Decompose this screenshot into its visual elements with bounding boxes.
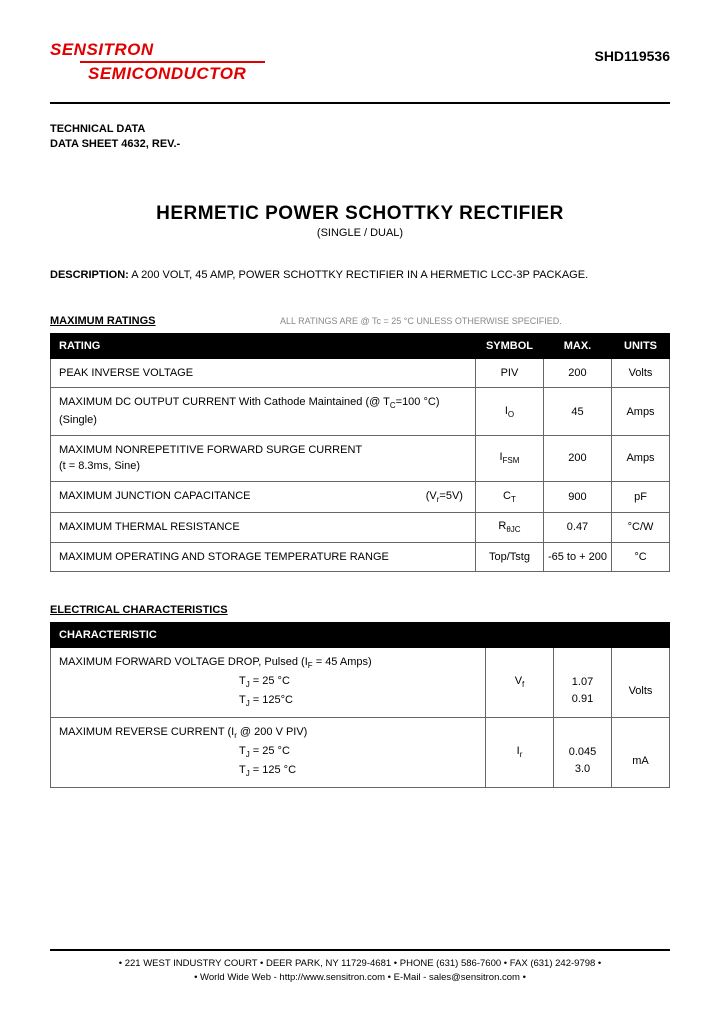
units-cell: Volts bbox=[612, 358, 670, 388]
rating-cell: MAXIMUM THERMAL RESISTANCE bbox=[51, 513, 476, 543]
max-cell: -65 to + 200 bbox=[543, 542, 611, 572]
electrical-table: CHARACTERISTIC MAXIMUM FORWARD VOLTAGE D… bbox=[50, 622, 670, 788]
table-row: MAXIMUM OPERATING AND STORAGE TEMPERATUR… bbox=[51, 542, 670, 572]
header-rule bbox=[50, 102, 670, 104]
table-row: PEAK INVERSE VOLTAGE PIV 200 Volts bbox=[51, 358, 670, 388]
ratings-note: ALL RATINGS ARE @ Tc = 25 °C UNLESS OTHE… bbox=[280, 316, 562, 326]
th-rating: RATING bbox=[51, 333, 476, 358]
value-cell: 1.070.91 bbox=[554, 648, 612, 718]
table-row: MAXIMUM FORWARD VOLTAGE DROP, Pulsed (IF… bbox=[51, 648, 670, 718]
units-cell: Amps bbox=[612, 435, 670, 481]
page-subtitle: (SINGLE / DUAL) bbox=[50, 227, 670, 239]
max-cell: 200 bbox=[543, 435, 611, 481]
units-cell: mA bbox=[612, 718, 670, 788]
table-header-row: CHARACTERISTIC bbox=[51, 623, 670, 648]
table-row: MAXIMUM DC OUTPUT CURRENT With Cathode M… bbox=[51, 388, 670, 436]
tech-data-line1: TECHNICAL DATA bbox=[50, 122, 670, 137]
rating-cell: MAXIMUM OPERATING AND STORAGE TEMPERATUR… bbox=[51, 542, 476, 572]
rating-cell: MAXIMUM JUNCTION CAPACITANCE(Vr=5V) bbox=[51, 481, 476, 512]
table-row: MAXIMUM THERMAL RESISTANCE RθJC 0.47 °C/… bbox=[51, 513, 670, 543]
symbol-cell: Top/Tstg bbox=[475, 542, 543, 572]
symbol-cell: RθJC bbox=[475, 513, 543, 543]
symbol-cell: CT bbox=[475, 481, 543, 512]
symbol-cell: Ir bbox=[486, 718, 554, 788]
logo-line2: SEMICONDUCTOR bbox=[88, 64, 670, 84]
characteristic-cell: MAXIMUM REVERSE CURRENT (Ir @ 200 V PIV)… bbox=[51, 718, 486, 788]
logo-underline bbox=[80, 61, 265, 63]
max-ratings-heading-row: MAXIMUM RATINGS ALL RATINGS ARE @ Tc = 2… bbox=[50, 311, 670, 329]
part-number: SHD119536 bbox=[594, 48, 670, 64]
max-cell: 200 bbox=[543, 358, 611, 388]
units-cell: Amps bbox=[612, 388, 670, 436]
electrical-heading: ELECTRICAL CHARACTERISTICS bbox=[50, 604, 228, 616]
description-text: A 200 VOLT, 45 AMP, POWER SCHOTTKY RECTI… bbox=[129, 269, 588, 281]
value-cell: 0.0453.0 bbox=[554, 718, 612, 788]
table-row: MAXIMUM JUNCTION CAPACITANCE(Vr=5V) CT 9… bbox=[51, 481, 670, 512]
symbol-cell: Vf bbox=[486, 648, 554, 718]
symbol-cell: IFSM bbox=[475, 435, 543, 481]
max-cell: 0.47 bbox=[543, 513, 611, 543]
rating-cell: MAXIMUM DC OUTPUT CURRENT With Cathode M… bbox=[51, 388, 476, 436]
max-ratings-table: RATING SYMBOL MAX. UNITS PEAK INVERSE VO… bbox=[50, 333, 670, 572]
th-max: MAX. bbox=[543, 333, 611, 358]
technical-data-block: TECHNICAL DATA DATA SHEET 4632, REV.- bbox=[50, 122, 670, 153]
table-header-row: RATING SYMBOL MAX. UNITS bbox=[51, 333, 670, 358]
logo-line1: SENSITRON bbox=[50, 40, 670, 60]
table-row: MAXIMUM REVERSE CURRENT (Ir @ 200 V PIV)… bbox=[51, 718, 670, 788]
max-cell: 45 bbox=[543, 388, 611, 436]
th-characteristic: CHARACTERISTIC bbox=[51, 623, 670, 648]
max-ratings-heading: MAXIMUM RATINGS bbox=[50, 315, 156, 327]
max-cell: 900 bbox=[543, 481, 611, 512]
footer-line1: • 221 WEST INDUSTRY COURT • DEER PARK, N… bbox=[50, 957, 670, 970]
th-units: UNITS bbox=[612, 333, 670, 358]
tech-data-line2: DATA SHEET 4632, REV.- bbox=[50, 137, 670, 152]
rating-cell: PEAK INVERSE VOLTAGE bbox=[51, 358, 476, 388]
rating-cell: MAXIMUM NONREPETITIVE FORWARD SURGE CURR… bbox=[51, 435, 476, 481]
characteristic-cell: MAXIMUM FORWARD VOLTAGE DROP, Pulsed (IF… bbox=[51, 648, 486, 718]
th-symbol: SYMBOL bbox=[475, 333, 543, 358]
units-cell: pF bbox=[612, 481, 670, 512]
footer-line2: • World Wide Web - http://www.sensitron.… bbox=[50, 971, 670, 984]
symbol-cell: IO bbox=[475, 388, 543, 436]
description: DESCRIPTION: A 200 VOLT, 45 AMP, POWER S… bbox=[50, 269, 670, 281]
units-cell: °C/W bbox=[612, 513, 670, 543]
symbol-cell: PIV bbox=[475, 358, 543, 388]
description-label: DESCRIPTION: bbox=[50, 269, 129, 281]
company-logo: SENSITRON SEMICONDUCTOR bbox=[50, 40, 670, 84]
page-title: HERMETIC POWER SCHOTTKY RECTIFIER bbox=[50, 203, 670, 225]
units-cell: Volts bbox=[612, 648, 670, 718]
table-row: MAXIMUM NONREPETITIVE FORWARD SURGE CURR… bbox=[51, 435, 670, 481]
page-footer: • 221 WEST INDUSTRY COURT • DEER PARK, N… bbox=[50, 949, 670, 984]
units-cell: °C bbox=[612, 542, 670, 572]
